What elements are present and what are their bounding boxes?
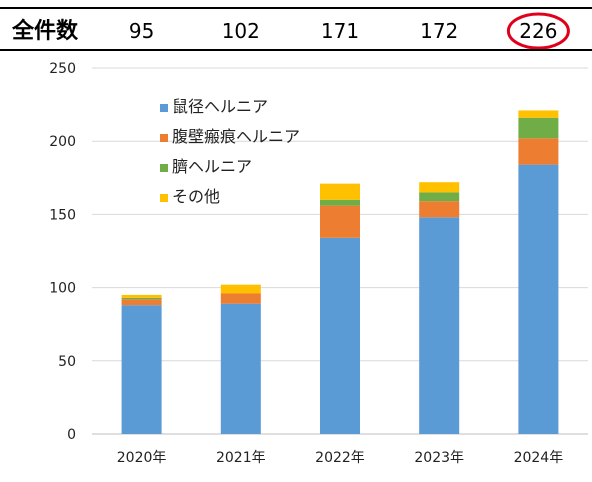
legend-label-2: 臍ヘルニア bbox=[172, 157, 252, 176]
y-tick-label: 150 bbox=[49, 207, 76, 223]
y-tick-label: 250 bbox=[49, 61, 76, 77]
bar-segment-2020年-2 bbox=[121, 297, 162, 300]
bar-segment-2023年-3 bbox=[419, 182, 460, 193]
bar-segment-2022年-3 bbox=[320, 183, 360, 200]
bar-segment-2020年-3 bbox=[121, 294, 162, 298]
y-tick-label: 100 bbox=[49, 281, 76, 297]
summary-total-1: 102 bbox=[222, 19, 260, 43]
y-tick-label: 200 bbox=[49, 134, 76, 150]
bar-segment-2024年-1 bbox=[518, 138, 559, 165]
x-tick-label: 2021年 bbox=[216, 450, 266, 466]
y-axis: 0 50 100 150 200 250 bbox=[49, 61, 76, 443]
summary-row: 全件数 95 102 171 172 226 bbox=[0, 7, 592, 51]
bar-segment-2021年-0 bbox=[220, 303, 261, 434]
legend-swatch-2 bbox=[160, 164, 168, 172]
summary-total-2: 171 bbox=[321, 19, 359, 43]
bar-segment-2021年-3 bbox=[220, 284, 261, 294]
y-tick-label: 0 bbox=[67, 427, 76, 443]
bar-segment-2023年-1 bbox=[419, 201, 460, 218]
bar-segment-2023年-0 bbox=[419, 217, 460, 434]
summary-total-4: 226 bbox=[519, 19, 557, 43]
legend-label-0: 鼠径ヘルニア bbox=[172, 97, 268, 116]
legend-swatch-1 bbox=[160, 134, 168, 142]
legend-label-3: その他 bbox=[172, 187, 220, 206]
bar-segment-2022年-2 bbox=[320, 199, 360, 206]
bar-segment-2024年-3 bbox=[518, 110, 559, 118]
bar-segment-2024年-0 bbox=[518, 164, 559, 434]
summary-total-3: 172 bbox=[420, 19, 458, 43]
bar-segment-2021年-1 bbox=[220, 293, 261, 304]
legend-swatch-3 bbox=[160, 194, 168, 202]
bar-segment-2020年-0 bbox=[121, 305, 162, 434]
x-axis: 2020年 2021年 2022年 2023年 2024年 bbox=[117, 450, 563, 466]
summary-label: 全件数 bbox=[11, 18, 79, 44]
legend-label-1: 腹壁瘢痕ヘルニア bbox=[172, 127, 300, 146]
summary-total-0: 95 bbox=[129, 19, 154, 43]
summary-totals: 95 102 171 172 226 bbox=[129, 19, 558, 43]
highlight-circle bbox=[506, 12, 570, 50]
bar-segment-2024年-2 bbox=[518, 117, 559, 139]
legend-swatch-0 bbox=[160, 104, 168, 112]
x-tick-label: 2023年 bbox=[414, 450, 464, 466]
bars bbox=[121, 110, 559, 434]
bar-segment-2022年-1 bbox=[320, 205, 360, 238]
y-tick-label: 50 bbox=[58, 354, 76, 370]
bar-segment-2022年-0 bbox=[320, 237, 360, 434]
x-tick-label: 2022年 bbox=[315, 450, 365, 466]
stacked-bar-chart: 0 50 100 150 200 250 2020年 2021年 2022年 2023年 2024… bbox=[49, 61, 588, 466]
x-tick-label: 2024年 bbox=[514, 450, 564, 466]
bar-segment-2023年-2 bbox=[419, 192, 460, 202]
x-tick-label: 2020年 bbox=[117, 450, 167, 466]
bar-segment-2020年-1 bbox=[121, 299, 162, 306]
